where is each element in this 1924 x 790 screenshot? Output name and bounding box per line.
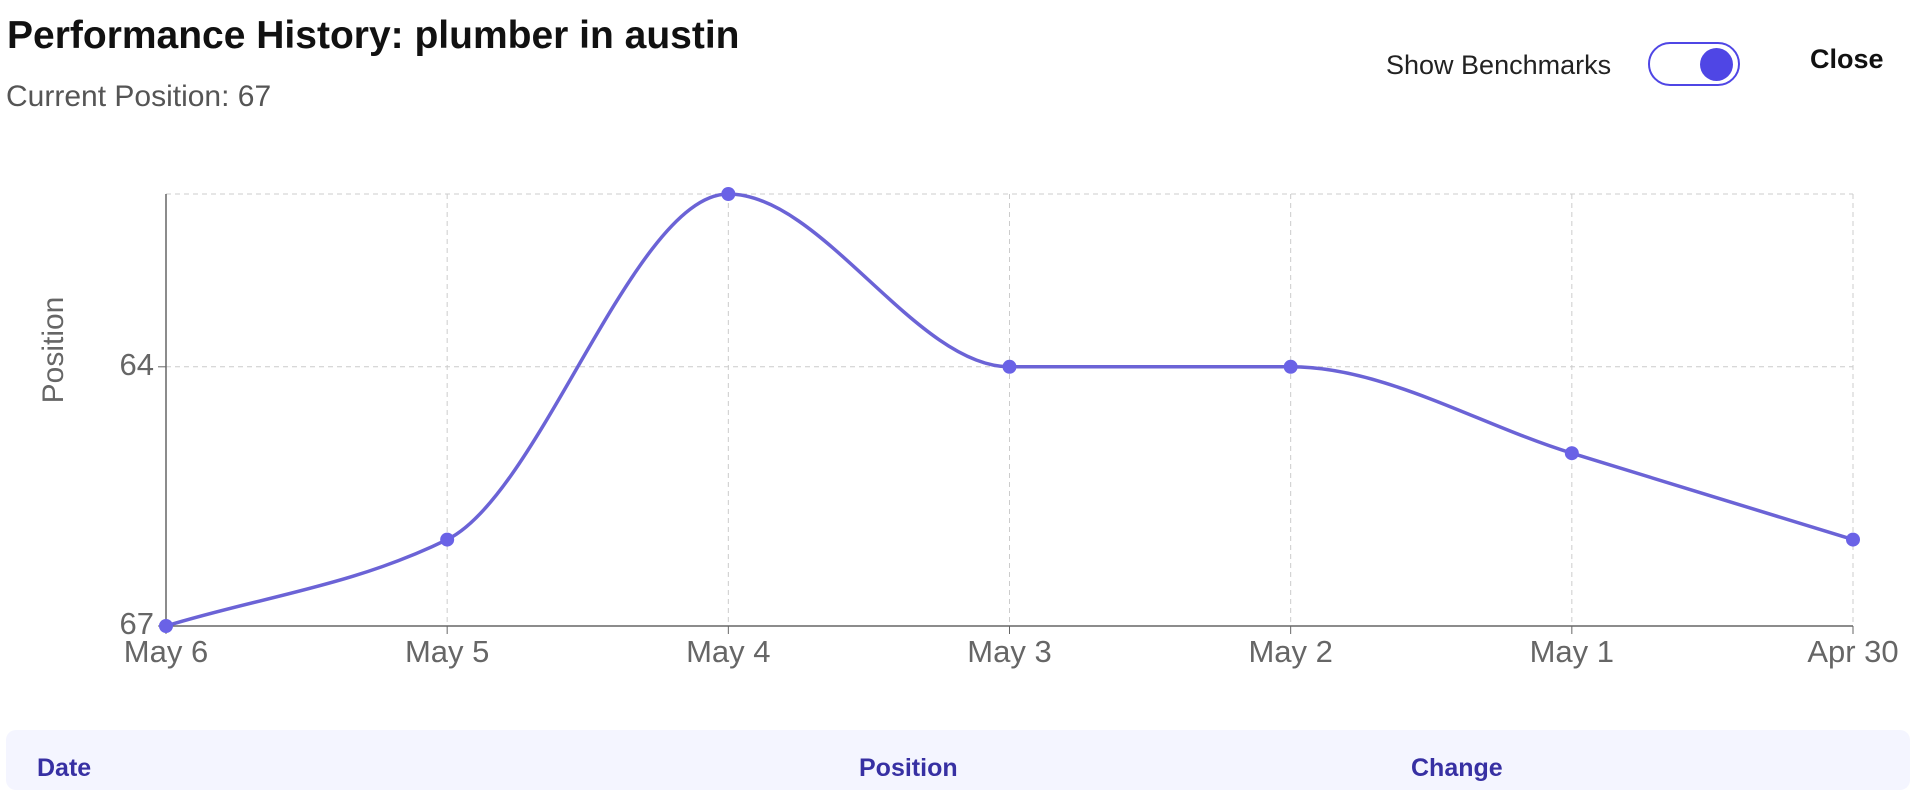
table-panel xyxy=(6,730,1910,790)
point xyxy=(159,619,173,633)
y-tick-label: 64 xyxy=(120,347,154,382)
y-tick-label: 67 xyxy=(120,606,154,641)
point xyxy=(1002,359,1017,374)
table-header: Date xyxy=(37,754,92,782)
x-tick-label: May 2 xyxy=(1248,634,1332,669)
table-header: Position xyxy=(859,754,958,782)
x-tick-label: May 6 xyxy=(124,634,208,669)
point xyxy=(1846,532,1860,547)
point xyxy=(721,187,736,201)
x-tick-label: Apr 30 xyxy=(1807,634,1898,669)
subtitle: Current Position: 67 xyxy=(6,80,272,113)
close-button[interactable]: Close xyxy=(1810,44,1884,74)
x-tick-label: May 4 xyxy=(686,634,770,669)
point xyxy=(1283,359,1298,374)
point xyxy=(1564,446,1579,461)
y-axis-label: Position xyxy=(37,297,70,404)
x-tick-label: May 1 xyxy=(1530,634,1614,669)
toggle-switch[interactable] xyxy=(1648,42,1740,86)
point xyxy=(440,532,455,547)
x-tick-label: May 5 xyxy=(405,634,489,669)
title: Performance History: plumber in austin xyxy=(7,14,740,57)
page: Performance History: plumber in austin C… xyxy=(6,14,1910,790)
toggle-label: Show Benchmarks xyxy=(1386,50,1612,80)
x-tick-label: May 3 xyxy=(967,634,1051,669)
table-header: Change xyxy=(1411,754,1503,782)
toggle-knob xyxy=(1700,48,1733,81)
